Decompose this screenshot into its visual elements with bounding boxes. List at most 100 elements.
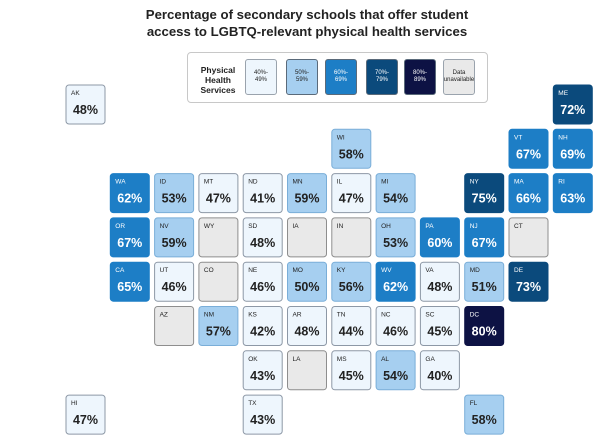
state-tile-wa: WA 62%: [109, 173, 150, 214]
state-tile-nj: NJ 67%: [464, 217, 505, 258]
legend-title: Physical Health Services: [194, 65, 242, 95]
state-abbr: MA: [514, 179, 524, 186]
state-abbr: NY: [470, 179, 480, 186]
legend-swatch: Data unavailable: [443, 59, 475, 95]
state-tile-wi: WI 58%: [331, 128, 372, 169]
state-value: 66%: [516, 192, 541, 206]
legend-swatch-label: 80%-: [412, 69, 427, 76]
state-abbr: MS: [337, 356, 347, 363]
state-tile-sc: SC 45%: [419, 306, 460, 346]
state-abbr: WY: [204, 223, 215, 230]
state-tile-ms: MS 45%: [331, 350, 372, 391]
state-abbr: CO: [204, 267, 214, 274]
state-abbr: CT: [514, 223, 523, 230]
state-value: 72%: [560, 103, 585, 117]
state-abbr: NJ: [470, 223, 478, 230]
state-value: 41%: [250, 192, 275, 206]
state-value: 53%: [383, 236, 408, 250]
chart-title: Percentage of secondary schools that off…: [0, 7, 614, 40]
state-abbr: DE: [514, 267, 524, 274]
state-value: 46%: [250, 280, 275, 294]
state-tile-box: [109, 173, 150, 214]
state-tile-mo: MO 50%: [287, 261, 327, 302]
state-abbr: TX: [248, 400, 257, 407]
state-abbr: UT: [160, 267, 169, 274]
state-tile-tn: TN 44%: [331, 306, 372, 346]
state-abbr: NM: [204, 312, 214, 319]
state-tile-box: [331, 350, 372, 391]
state-abbr: AL: [381, 356, 389, 363]
state-value: 59%: [294, 192, 319, 206]
chart-title-line-1: Percentage of secondary schools that off…: [145, 7, 469, 22]
state-tile-box: [109, 217, 150, 258]
state-tile-in: IN: [331, 217, 372, 258]
state-abbr: HI: [71, 400, 78, 407]
state-tile-box: [154, 217, 195, 258]
state-tile-box: [552, 173, 593, 214]
state-tile-box: [508, 128, 549, 169]
state-value: 46%: [162, 280, 187, 294]
state-tile-box: [242, 173, 283, 214]
state-abbr: WV: [381, 267, 392, 274]
legend-swatch: 50%- 59%: [286, 59, 318, 95]
state-tile-box: [508, 217, 549, 258]
state-tile-co: CO: [198, 261, 239, 302]
state-tile-box: [287, 173, 327, 214]
state-tile-box: [242, 306, 283, 346]
legend-swatch-label: 49%: [254, 77, 267, 83]
state-value: 73%: [516, 280, 541, 294]
state-tile-box: [419, 261, 460, 302]
state-abbr: LA: [293, 356, 302, 363]
legend-swatch-label: 60%-: [333, 69, 348, 76]
state-value: 67%: [516, 147, 541, 161]
state-tile-box: [154, 306, 195, 346]
state-value: 65%: [117, 280, 142, 294]
state-tile-box: [375, 306, 416, 346]
state-value: 53%: [162, 192, 187, 206]
legend-swatch: 70%- 79%: [366, 59, 398, 95]
chart-title-line-2: access to LGBTQ-relevant physical health…: [146, 23, 468, 39]
state-tile-box: [375, 261, 416, 302]
state-abbr: MD: [470, 267, 480, 274]
state-tile-ak: AK 48%: [65, 84, 106, 125]
state-tile-box: [375, 217, 416, 258]
state-abbr: NV: [160, 223, 170, 230]
state-tile-nd: ND 41%: [242, 173, 283, 214]
state-abbr: SC: [425, 312, 434, 319]
state-tile-box: [331, 261, 372, 302]
state-abbr: PA: [425, 223, 434, 230]
state-tile-box: [198, 261, 239, 302]
state-tile-box: [375, 350, 416, 391]
state-value: 67%: [472, 236, 497, 250]
state-tile-wy: WY: [198, 217, 239, 258]
state-tile-box: [331, 217, 372, 258]
state-tile-dc: DC 80%: [464, 306, 505, 346]
state-value: 43%: [250, 369, 275, 383]
state-tile-ky: KY 56%: [331, 261, 372, 302]
state-tile-box: [552, 128, 593, 169]
legend-title-line: Health: [205, 75, 231, 85]
state-abbr: IA: [293, 223, 300, 230]
state-abbr: MO: [293, 267, 303, 274]
state-tile-ca: CA 65%: [109, 261, 150, 302]
legend-swatch: 60%- 69%: [325, 59, 357, 95]
state-tile-mt: MT 47%: [198, 173, 239, 214]
state-abbr: MI: [381, 179, 388, 186]
state-tile-id: ID 53%: [154, 173, 195, 214]
state-value: 56%: [339, 280, 364, 294]
state-tile-box: [464, 394, 505, 435]
state-abbr: ME: [558, 90, 568, 97]
state-abbr: SD: [248, 223, 257, 230]
state-tile-wv: WV 62%: [375, 261, 416, 302]
state-tile-ok: OK 43%: [242, 350, 283, 391]
state-value: 47%: [339, 192, 364, 206]
state-abbr: MN: [293, 179, 303, 186]
state-tile-box: [242, 217, 283, 258]
state-tile-nv: NV 59%: [154, 217, 195, 258]
state-tile-box: [154, 261, 195, 302]
state-abbr: OH: [381, 223, 391, 230]
state-value: 63%: [560, 192, 585, 206]
state-tile-box: [375, 173, 416, 214]
state-tile-hi: HI 47%: [65, 394, 106, 435]
